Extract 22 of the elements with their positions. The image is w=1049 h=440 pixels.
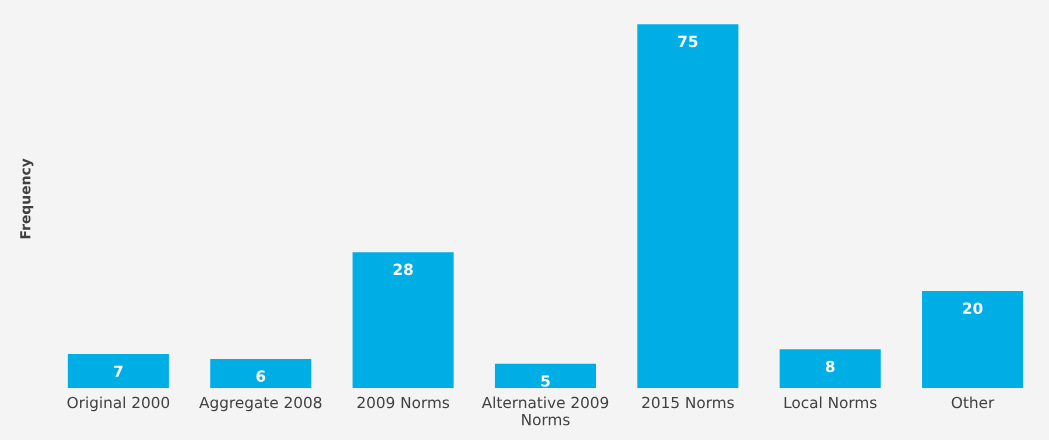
- x-tick-label: Other: [951, 396, 995, 409]
- data-label: 6: [256, 370, 266, 382]
- bar: [67, 354, 169, 389]
- x-tick-label: Aggregate 2008: [199, 396, 322, 412]
- bar: [352, 252, 454, 389]
- data-label: 75: [678, 35, 698, 48]
- data-label: 20: [963, 302, 983, 314]
- x-tick-label: Alternative 2009 Norms: [481, 396, 609, 426]
- bar: [922, 291, 1024, 389]
- data-label: 28: [393, 263, 413, 276]
- bar: [779, 349, 881, 389]
- bar: [210, 358, 312, 389]
- x-tick-label: 2015 Norms: [642, 396, 734, 409]
- data-label: 5: [541, 375, 550, 387]
- bar: [637, 24, 739, 389]
- x-tick-label: 2009 Norms: [357, 396, 450, 409]
- data-label: 8: [825, 360, 835, 373]
- y-axis-title: Frequency: [20, 158, 34, 239]
- x-tick-label: Original 2000: [67, 396, 170, 412]
- data-label: 7: [114, 365, 123, 377]
- bar: [494, 363, 597, 389]
- x-tick-label: Local Norms: [784, 396, 877, 409]
